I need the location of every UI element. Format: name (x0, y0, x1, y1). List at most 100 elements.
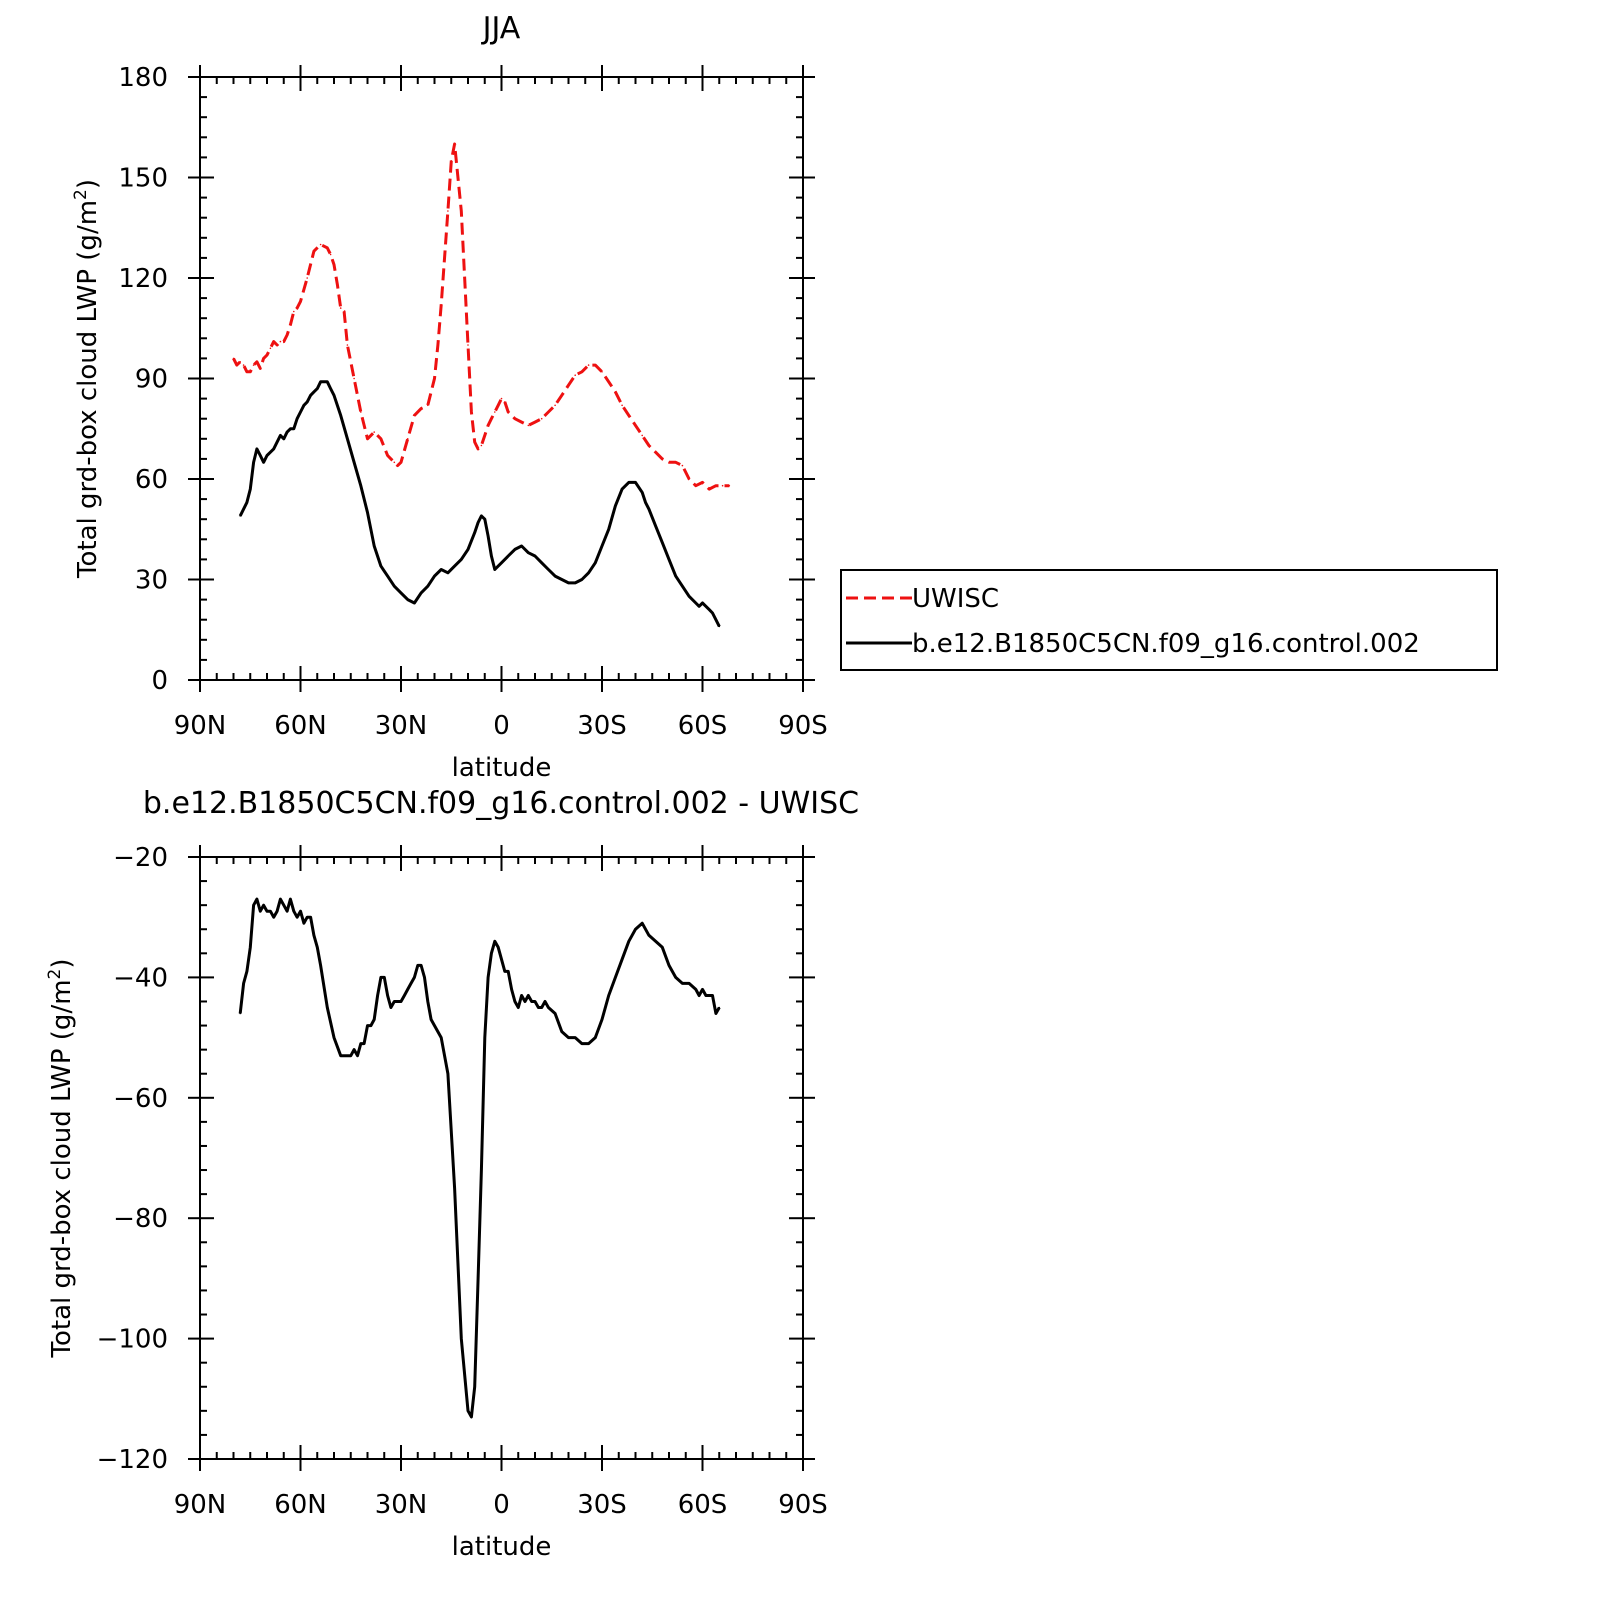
chart-panel-2: b.e12.B1850C5CN.f09_g16.control.002 - UW… (45, 786, 859, 1562)
data-point (654, 525, 657, 527)
x-tick-label: 90S (778, 711, 828, 741)
plot-frame (199, 76, 804, 681)
series-line-2 (238, 380, 721, 628)
data-point (346, 1054, 349, 1057)
data-point (497, 404, 500, 407)
data-point (614, 505, 617, 507)
data-point (695, 484, 697, 487)
data-point (484, 518, 486, 520)
data-point (607, 528, 610, 531)
data-point (581, 371, 583, 373)
data-point (293, 910, 295, 912)
data-point (293, 428, 295, 430)
data-point (628, 940, 630, 943)
data-point (674, 461, 677, 464)
data-point (490, 952, 493, 955)
data-point (326, 1006, 329, 1009)
data-point (621, 488, 623, 490)
data-point (393, 1000, 396, 1003)
data-point (276, 344, 278, 346)
data-point (540, 417, 543, 420)
data-point (648, 934, 650, 937)
data-point (544, 1000, 546, 1003)
chart-title: b.e12.B1850C5CN.f09_g16.control.002 - UW… (143, 786, 859, 821)
data-point (299, 411, 302, 413)
data-point (581, 578, 583, 581)
data-point (661, 541, 664, 544)
y-tick-label: 60 (135, 465, 168, 495)
data-point (628, 481, 630, 484)
data-point (246, 501, 248, 504)
data-point (440, 568, 443, 571)
y-tick-label: 0 (151, 666, 168, 696)
data-point (490, 417, 493, 420)
data-point (406, 598, 409, 601)
y-tick-label: −20 (113, 843, 168, 873)
data-point (510, 988, 513, 991)
y-tick-label: −100 (97, 1325, 168, 1355)
data-point (601, 371, 603, 373)
data-point (326, 247, 329, 249)
data-point (329, 387, 332, 390)
data-point (276, 441, 278, 443)
data-point (319, 243, 322, 246)
data-point (681, 464, 684, 467)
legend-box (840, 569, 1498, 671)
chart-title: JJA (481, 11, 521, 46)
data-point (262, 904, 265, 906)
data-point (490, 555, 493, 557)
data-point (313, 391, 315, 393)
data-point (276, 910, 278, 912)
x-tick-label: 60N (274, 1490, 327, 1520)
data-point (621, 404, 623, 407)
data-point (293, 310, 295, 313)
data-point (370, 1024, 372, 1027)
data-point (527, 424, 530, 427)
data-point (249, 488, 252, 490)
data-point (346, 344, 349, 346)
data-point (648, 444, 650, 447)
data-point (470, 1416, 473, 1418)
data-point (400, 592, 402, 594)
plot-frame (199, 856, 804, 1460)
data-point (279, 898, 282, 900)
data-point (423, 976, 426, 979)
data-point (440, 304, 443, 306)
data-point (420, 964, 422, 967)
data-point (554, 404, 556, 407)
data-point (473, 531, 476, 534)
data-point (410, 982, 412, 985)
data-point (299, 910, 302, 912)
y-tick-label: −60 (113, 1084, 168, 1114)
data-point (698, 605, 700, 608)
data-point (534, 421, 536, 423)
x-axis-label: latitude (452, 753, 552, 783)
data-point (514, 417, 516, 420)
data-point (487, 976, 489, 979)
data-point (561, 1030, 563, 1033)
data-point (695, 602, 697, 604)
data-point (380, 438, 382, 440)
data-point (403, 994, 406, 997)
data-point (477, 448, 479, 450)
data-point (286, 910, 288, 912)
data-point (494, 940, 496, 943)
data-point (252, 364, 255, 366)
data-point (242, 364, 245, 366)
data-point (262, 357, 265, 360)
y-axis-label-superscript: 2 (45, 969, 65, 980)
data-point (266, 354, 268, 356)
data-point (708, 608, 710, 611)
data-point (554, 575, 556, 577)
data-point (303, 404, 305, 407)
data-point (242, 982, 245, 985)
data-point (514, 548, 516, 551)
data-point (695, 988, 697, 991)
series-points-2 (239, 381, 721, 628)
x-tick-label: 60S (678, 1490, 728, 1520)
data-point (350, 1054, 352, 1057)
data-point (289, 324, 292, 326)
data-point (373, 431, 376, 433)
series-line-1 (232, 142, 730, 491)
